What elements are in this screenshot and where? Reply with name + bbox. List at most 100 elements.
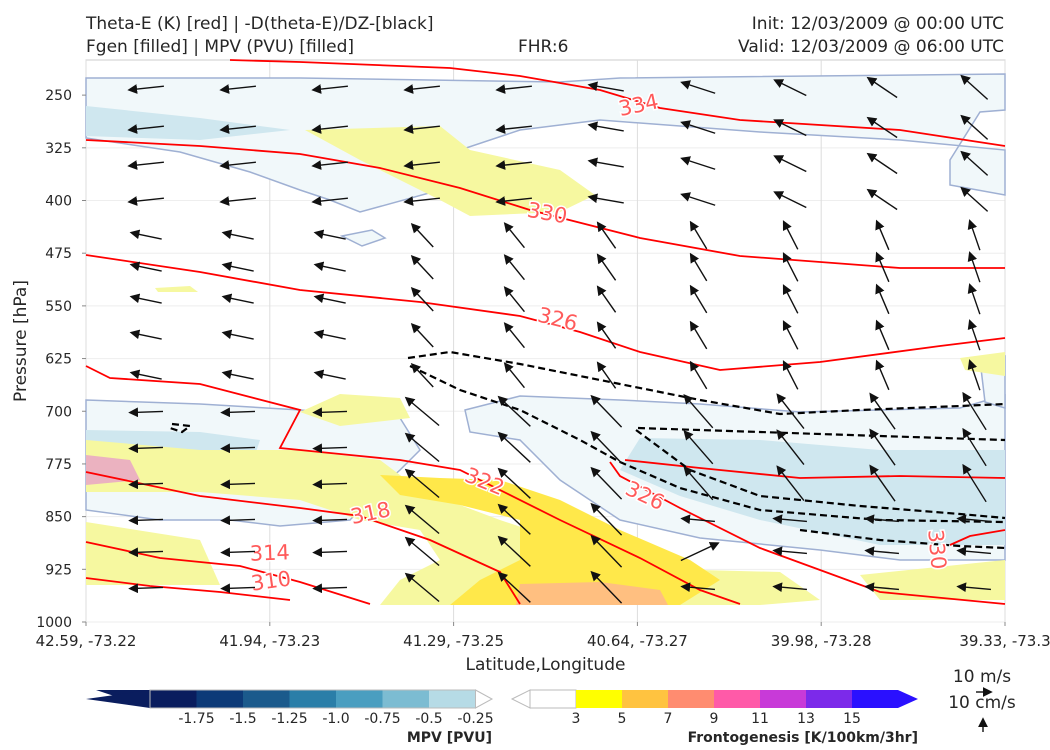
- wind-arrow: [689, 220, 708, 250]
- wind-arrow: [689, 320, 708, 350]
- wind-arrow: [219, 84, 256, 94]
- wind-arrow: [962, 463, 987, 503]
- wind-arrow: [956, 582, 992, 593]
- wind-arrow: [313, 293, 346, 304]
- wind-arrow: [128, 583, 164, 594]
- wind-arrow: [864, 514, 900, 525]
- fgen-cbar-segment: [622, 690, 668, 708]
- wind-arrow: [875, 283, 890, 315]
- y-tick-label: 475: [45, 246, 72, 262]
- wind-arrow: [220, 407, 256, 418]
- y-tick-label: 850: [45, 510, 72, 526]
- wind-arrow: [596, 253, 617, 281]
- mpv-cbar-tick: -1.25: [271, 711, 307, 727]
- wind-arrow: [503, 362, 525, 389]
- wind-arrow: [960, 186, 989, 212]
- wind-arrow: [680, 582, 716, 593]
- wind-arrow: [128, 443, 164, 454]
- wind-arrow: [596, 321, 617, 349]
- wind-arrow: [596, 285, 617, 313]
- wind-arrow: [773, 191, 807, 209]
- wind-arrow: [967, 219, 981, 251]
- fgen-cbar-tick: 15: [843, 711, 861, 727]
- wind-arrow: [410, 254, 434, 280]
- theta-e-contour-2: [85, 254, 1006, 371]
- wind-arrow: [410, 222, 434, 248]
- wind-arrow: [220, 583, 256, 594]
- y-axis-label: Pressure [hPa]: [11, 280, 31, 402]
- wind-arrow: [404, 468, 440, 499]
- theta-e-contour-5: [624, 459, 1006, 479]
- wind-arrow: [312, 515, 348, 526]
- y-tick-label: 550: [45, 299, 72, 315]
- theta-e-contour-3: [85, 365, 741, 605]
- wind-arrow: [864, 546, 900, 557]
- wind-arrow: [967, 359, 981, 391]
- wind-arrow: [866, 116, 898, 139]
- mpv-region-upper: [85, 73, 1006, 213]
- wind-arrow: [495, 160, 532, 170]
- x-tick-label: 40.64, -73.27: [587, 632, 688, 650]
- theta-e-contour-4: [609, 461, 1006, 605]
- wind-arrow: [503, 222, 525, 249]
- wind-arrow: [404, 396, 440, 427]
- fgen-cbar-segment: [576, 690, 622, 708]
- wind-arrow: [782, 284, 799, 314]
- mpv-blob: [339, 229, 387, 247]
- wind-arrow: [875, 251, 890, 283]
- wind-arrow: [590, 394, 623, 428]
- fgen-cbar-segment: [529, 689, 577, 709]
- wind-arrow: [869, 464, 896, 502]
- wind-arrow: [773, 119, 807, 137]
- wind-arrow: [960, 74, 989, 100]
- fgen-region-right-low: [860, 560, 1005, 600]
- wind-arrow: [404, 432, 440, 463]
- fgen-cbar-segment: [760, 690, 806, 708]
- wind-arrow: [312, 443, 348, 454]
- wind-key-h-label: 10 m/s: [953, 667, 1011, 687]
- wind-arrow: [404, 536, 440, 567]
- y-tick-label: 250: [45, 88, 72, 104]
- theta-e-label: 318: [348, 497, 392, 529]
- wind-arrow: [221, 293, 254, 304]
- fgen-region-lower-left: [86, 522, 220, 585]
- x-tick-label: 41.29, -73.25: [403, 632, 504, 650]
- wind-arrow: [220, 515, 256, 526]
- theta-e-contour-0: [229, 59, 1006, 147]
- fgen-cbar-tick: 7: [664, 711, 673, 727]
- title-line1: Theta-E (K) [red] | -D(theta-E)/DZ-[blac…: [86, 14, 434, 34]
- wind-arrow: [782, 320, 799, 350]
- wind-arrow: [967, 283, 981, 315]
- wind-key-v-label: 10 cm/s: [948, 693, 1016, 713]
- fgen-region-upper: [305, 126, 595, 216]
- wind-arrow: [311, 84, 348, 94]
- wind-arrow: [221, 261, 254, 272]
- wind-arrow: [404, 504, 440, 535]
- wind-arrow: [875, 319, 890, 351]
- wind-arrow: [219, 160, 256, 170]
- wind-arrow: [503, 286, 525, 313]
- wind-arrow: [967, 319, 981, 351]
- wind-arrow: [869, 392, 896, 430]
- wind-arrow: [776, 429, 805, 465]
- wind-arrow: [497, 571, 531, 603]
- wind-arrow: [782, 360, 799, 390]
- mpv-cbar-frame: [149, 689, 476, 709]
- y-tick-label: 325: [45, 141, 72, 157]
- wind-arrow: [128, 479, 164, 490]
- fgen-cbar-segment: [852, 690, 898, 708]
- stability-contour-2: [637, 426, 1006, 442]
- wind-arrow: [680, 156, 716, 170]
- fgen-cbar-segment: [806, 690, 852, 708]
- wind-arrow: [967, 251, 981, 283]
- wind-arrow: [128, 547, 164, 558]
- wind-arrow: [680, 192, 716, 206]
- wind-arrow: [683, 430, 714, 465]
- wind-arrow: [773, 79, 807, 97]
- wind-arrow: [869, 428, 896, 466]
- wind-arrow: [866, 188, 898, 211]
- wind-arrow: [962, 427, 987, 467]
- wind-arrow: [962, 391, 987, 431]
- mpv-region-lower-right-core: [620, 438, 1005, 545]
